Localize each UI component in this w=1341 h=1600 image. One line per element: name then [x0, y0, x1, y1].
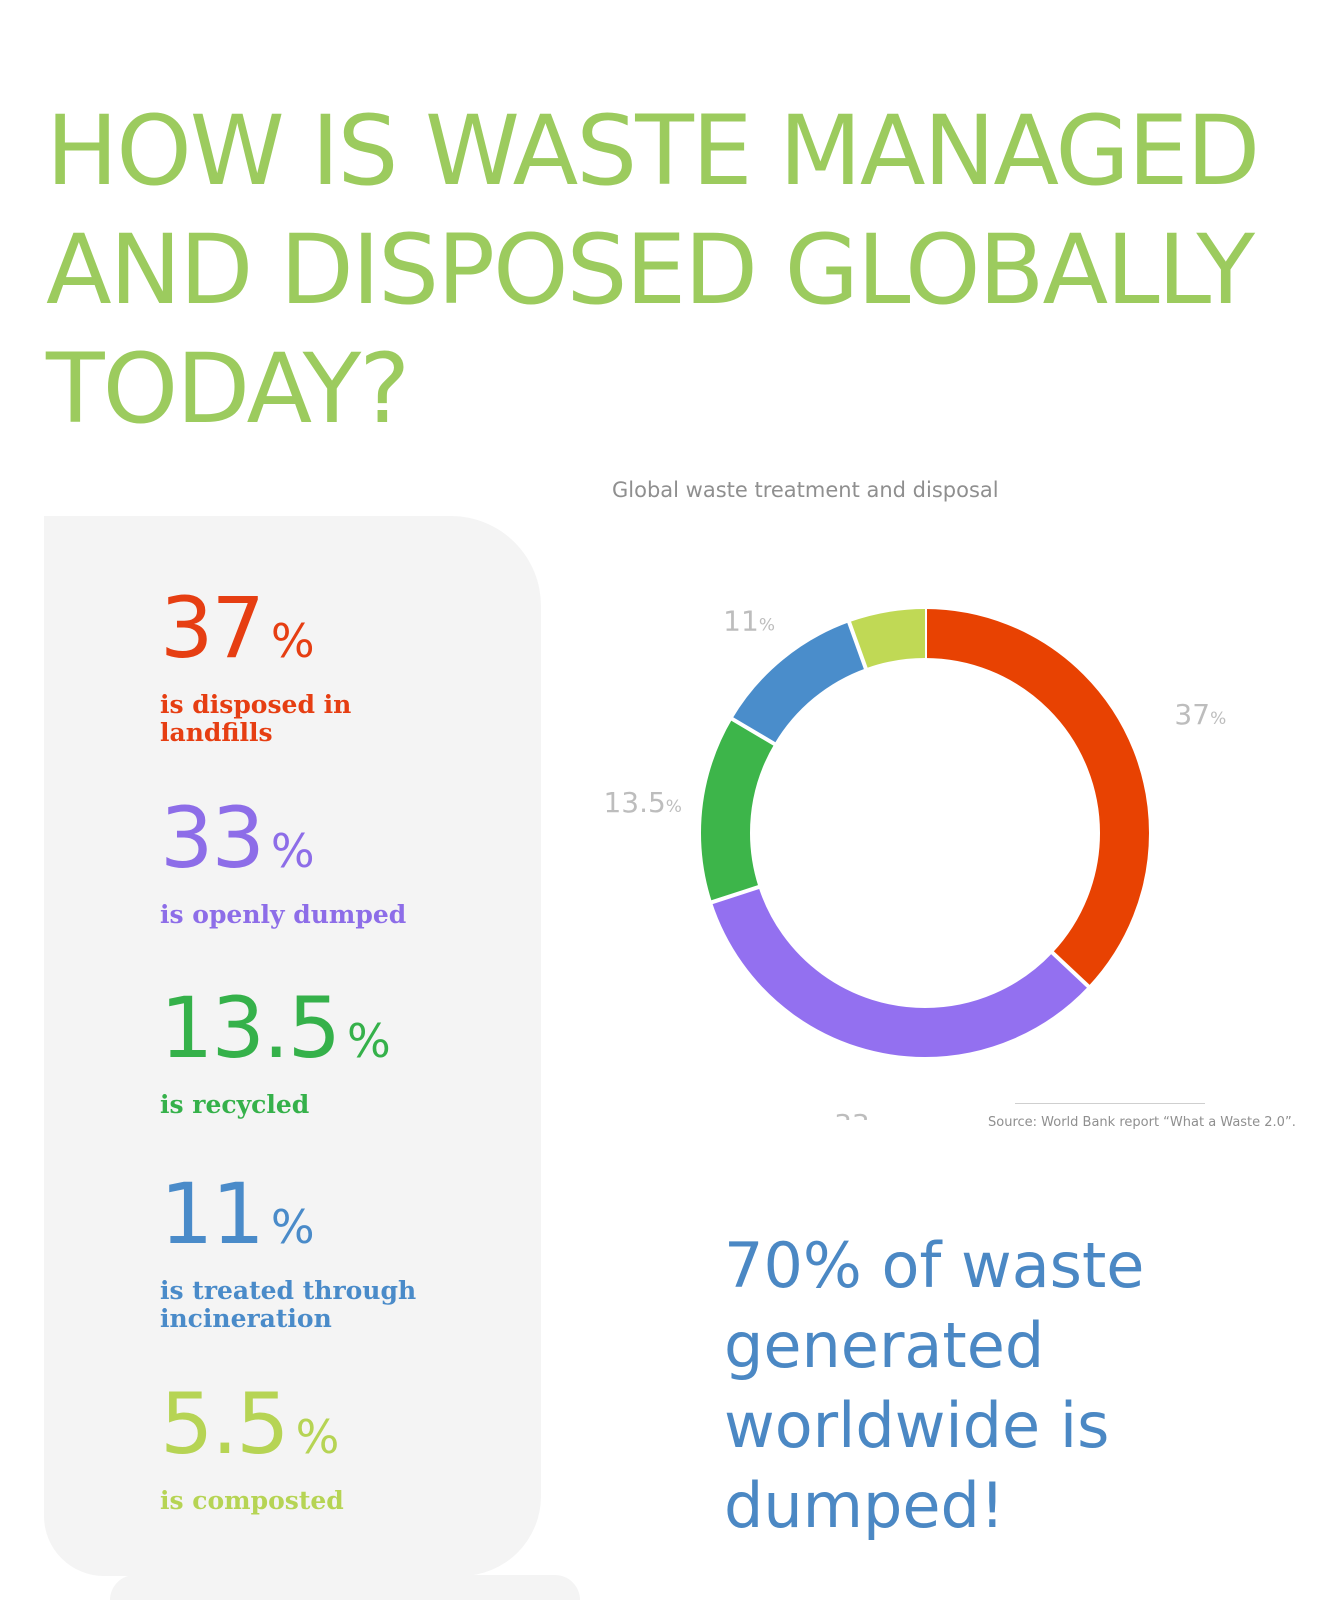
- stat-description: is composted: [160, 1486, 344, 1515]
- slice-label-unit: %: [890, 560, 906, 564]
- donut-labels: 37%33%13.5%11%5.5%: [603, 560, 1226, 1120]
- slice-separator: [1049, 949, 1092, 990]
- slice-label: 13.5%: [603, 786, 682, 819]
- slice-dumped: [701, 609, 1149, 1057]
- stat-figure: 11%: [160, 1170, 416, 1271]
- stat-recycled: 13.5% is recycled: [160, 984, 391, 1119]
- stat-figure: 33%: [160, 794, 406, 895]
- stat-value: 11: [160, 1165, 265, 1263]
- stat-incineration: 11% is treated through incineration: [160, 1170, 416, 1333]
- stat-value: 37: [160, 579, 265, 677]
- donut-slices: [701, 607, 1149, 1057]
- slice-label: 33%: [834, 1108, 886, 1120]
- stat-landfill: 37% is disposed in landfills: [160, 584, 351, 747]
- slice-label-value: 5.5: [845, 560, 890, 566]
- stat-description: is openly dumped: [160, 900, 407, 929]
- slice-label: 37%: [1174, 698, 1226, 731]
- slice-label: 11%: [723, 604, 775, 637]
- stat-unit: %: [295, 1410, 340, 1464]
- page-title: HOW IS WASTE MANAGED AND DISPOSED GLOBAL…: [46, 92, 1286, 449]
- slice-label-unit: %: [870, 1119, 886, 1120]
- stat-unit: %: [347, 1014, 391, 1068]
- callout-text: 70% of waste generated worldwide is dump…: [724, 1229, 1145, 1542]
- stat-unit: %: [270, 1200, 315, 1254]
- stats-panel-footer: [110, 1575, 580, 1600]
- chart-title: Global waste treatment and disposal: [612, 478, 999, 502]
- slice-separator: [709, 884, 762, 905]
- stat-figure: 37%: [160, 584, 351, 685]
- stat-figure: 5.5%: [160, 1380, 344, 1481]
- stats-panel: [44, 516, 541, 1576]
- stat-unit: %: [270, 824, 315, 878]
- slice-label-unit: %: [759, 615, 775, 635]
- slice-label-value: 33: [834, 1108, 870, 1120]
- slice-separator: [846, 619, 869, 671]
- stat-figure: 13.5%: [160, 984, 391, 1085]
- slice-label-value: 37: [1174, 698, 1210, 731]
- slice-recycled: [701, 609, 1149, 1057]
- source-note: Source: World Bank report “What a Waste …: [988, 1115, 1296, 1130]
- stat-dumped: 33% is openly dumped: [160, 794, 406, 929]
- slice-composted: [701, 609, 1149, 1057]
- stat-description: is treated through incineration: [160, 1276, 417, 1333]
- slice-separator: [729, 716, 778, 747]
- stat-value: 33: [160, 789, 265, 887]
- title-line: TODAY?: [46, 333, 410, 445]
- title-line: HOW IS WASTE MANAGED: [46, 95, 1260, 207]
- stat-description: is recycled: [160, 1090, 310, 1119]
- stat-description: is disposed in landfills: [160, 690, 352, 747]
- title-line: AND DISPOSED GLOBALLY: [46, 214, 1255, 326]
- stat-value: 5.5: [160, 1375, 290, 1473]
- source-divider: [1015, 1103, 1205, 1104]
- slice-label: 5.5%: [845, 560, 906, 566]
- slice-label-unit: %: [666, 797, 682, 817]
- slice-label-value: 11: [723, 604, 759, 637]
- stat-value: 13.5: [160, 979, 341, 1077]
- stat-unit: %: [270, 614, 315, 668]
- slice-label-unit: %: [1210, 709, 1226, 729]
- slice-label-value: 13.5: [603, 786, 665, 819]
- stat-composted: 5.5% is composted: [160, 1380, 344, 1515]
- donut-chart: 37%33%13.5%11%5.5%: [603, 560, 1226, 1120]
